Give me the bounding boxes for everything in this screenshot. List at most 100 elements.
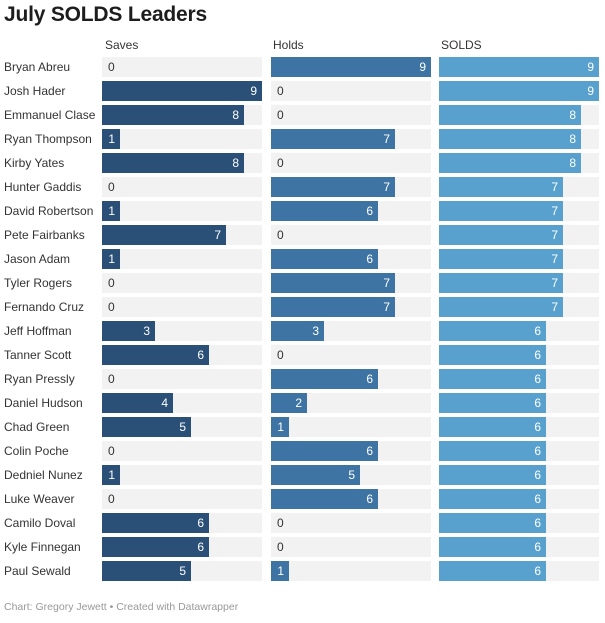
saves-bar: [102, 129, 120, 149]
saves-bar: [102, 321, 155, 341]
holds-track: 7: [271, 297, 431, 317]
solds-track: 7: [439, 177, 599, 197]
holds-track: 7: [271, 129, 431, 149]
saves-value-label: 1: [108, 132, 115, 146]
column-header-holds: Holds: [273, 38, 304, 52]
solds-value-label: 8: [569, 108, 576, 122]
saves-value-label: 9: [250, 84, 257, 98]
holds-value-label: 7: [383, 132, 390, 146]
solds-bar: [439, 465, 546, 485]
holds-bar: [271, 369, 378, 389]
saves-bar: [102, 393, 173, 413]
holds-bar: [271, 177, 395, 197]
solds-bar: [439, 129, 581, 149]
saves-value-label: 1: [108, 204, 115, 218]
saves-bar: [102, 513, 209, 533]
saves-value-label: 0: [108, 492, 115, 506]
chart-footer: Chart: Gregory Jewett • Created with Dat…: [4, 601, 239, 613]
saves-value-label: 6: [197, 540, 204, 554]
holds-value-label: 1: [277, 564, 284, 578]
saves-track: 6: [102, 345, 262, 365]
solds-bar: [439, 57, 599, 77]
holds-value-label: 6: [366, 492, 373, 506]
solds-track: 6: [439, 417, 599, 437]
solds-track: 7: [439, 273, 599, 293]
saves-value-label: 4: [161, 396, 168, 410]
solds-bar: [439, 393, 546, 413]
solds-bar: [439, 225, 563, 245]
solds-value-label: 9: [587, 84, 594, 98]
holds-value-label: 7: [383, 300, 390, 314]
row-label: Ryan Thompson: [4, 132, 92, 146]
solds-track: 6: [439, 441, 599, 461]
holds-track: 0: [271, 537, 431, 557]
solds-value-label: 6: [534, 564, 541, 578]
holds-bar: [271, 297, 395, 317]
holds-bar: [271, 561, 289, 581]
row-label: Camilo Doval: [4, 516, 76, 530]
row-label: Paul Sewald: [4, 564, 71, 578]
saves-track: 1: [102, 129, 262, 149]
saves-value-label: 0: [108, 60, 115, 74]
solds-value-label: 7: [551, 252, 558, 266]
row-label: Kyle Finnegan: [4, 540, 81, 554]
holds-track: 1: [271, 417, 431, 437]
saves-track: 6: [102, 513, 262, 533]
holds-value-label: 0: [277, 228, 284, 242]
saves-track: 4: [102, 393, 262, 413]
saves-value-label: 3: [143, 324, 150, 338]
row-label: Ryan Pressly: [4, 372, 75, 386]
column-header-saves: Saves: [105, 38, 139, 52]
holds-bar: [271, 489, 378, 509]
saves-track: 8: [102, 153, 262, 173]
row-label: Colin Poche: [4, 444, 69, 458]
solds-bar: [439, 153, 581, 173]
holds-value-label: 6: [366, 444, 373, 458]
holds-value-label: 2: [295, 396, 302, 410]
saves-track: 9: [102, 81, 262, 101]
solds-value-label: 6: [534, 420, 541, 434]
solds-value-label: 6: [534, 468, 541, 482]
solds-bar: [439, 369, 546, 389]
solds-value-label: 6: [534, 444, 541, 458]
saves-value-label: 7: [214, 228, 221, 242]
solds-track: 7: [439, 201, 599, 221]
row-label: Chad Green: [4, 420, 70, 434]
row-label: Dedniel Nunez: [4, 468, 83, 482]
holds-track: 1: [271, 561, 431, 581]
saves-value-label: 0: [108, 372, 115, 386]
saves-bar: [102, 345, 209, 365]
solds-value-label: 7: [551, 300, 558, 314]
solds-bar: [439, 81, 599, 101]
holds-track: 2: [271, 393, 431, 413]
holds-value-label: 0: [277, 156, 284, 170]
holds-bar: [271, 465, 360, 485]
holds-value-label: 7: [383, 276, 390, 290]
saves-track: 6: [102, 537, 262, 557]
row-label: Fernando Cruz: [4, 300, 85, 314]
saves-track: 0: [102, 273, 262, 293]
solds-bar: [439, 297, 563, 317]
solds-bar: [439, 201, 563, 221]
holds-track: 0: [271, 225, 431, 245]
saves-bar: [102, 201, 120, 221]
row-label: Hunter Gaddis: [4, 180, 82, 194]
holds-track: 0: [271, 513, 431, 533]
holds-bar: [271, 57, 431, 77]
holds-value-label: 0: [277, 348, 284, 362]
solds-track: 6: [439, 465, 599, 485]
saves-track: 0: [102, 57, 262, 77]
solds-bar: [439, 417, 546, 437]
solds-track: 6: [439, 489, 599, 509]
solds-track: 6: [439, 393, 599, 413]
solds-track: 9: [439, 57, 599, 77]
solds-bar: [439, 537, 546, 557]
holds-value-label: 0: [277, 84, 284, 98]
holds-bar: [271, 201, 378, 221]
saves-track: 3: [102, 321, 262, 341]
solds-value-label: 6: [534, 540, 541, 554]
saves-track: 1: [102, 249, 262, 269]
solds-bar: [439, 177, 563, 197]
saves-track: 5: [102, 561, 262, 581]
solds-track: 7: [439, 249, 599, 269]
